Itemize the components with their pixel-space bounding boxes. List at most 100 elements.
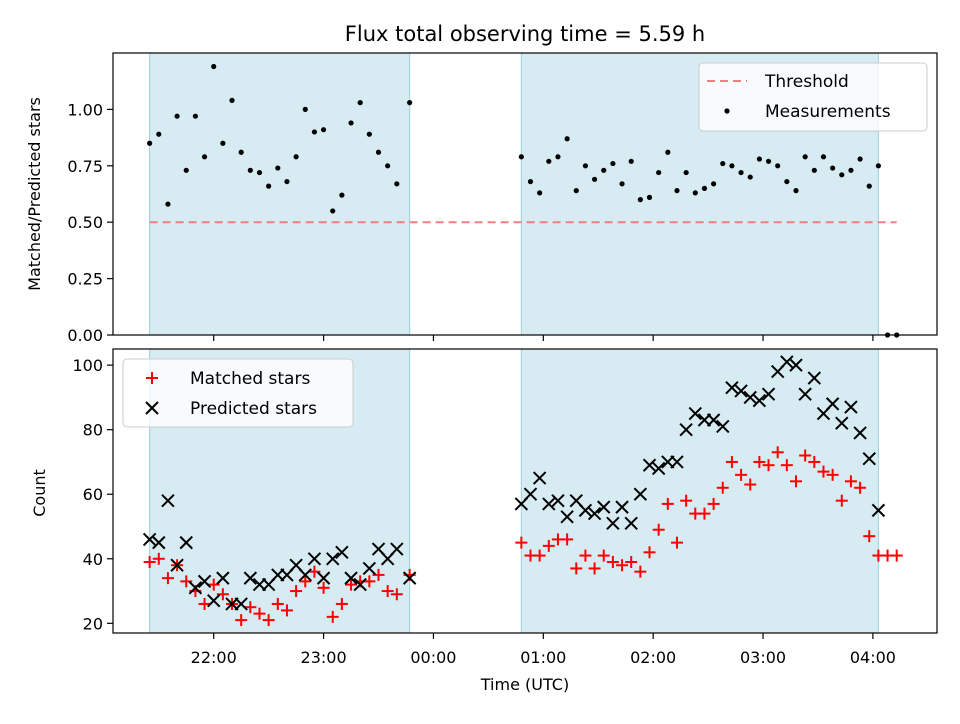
matched-star-point [625,556,638,568]
legend-matched-swatch [146,372,158,384]
x-tick-label: 00:00 [410,648,456,667]
measurement-point [275,165,281,171]
top-legend-box [698,62,928,132]
matched-star-point [863,530,876,543]
predicted-star-point [642,458,657,472]
predicted-star-point [551,493,565,508]
matched-star-point [533,549,546,562]
predicted-star-point [578,503,593,518]
matched-star-point [570,562,583,575]
y-tick-label: 60 [83,485,103,504]
predicted-star-point [216,571,230,585]
bottom-panel-frame [112,348,938,634]
predicted-star-point [207,594,221,608]
measurement-point [848,167,854,173]
matched-star-point [652,523,665,536]
y-tick-label: 0.25 [67,270,103,289]
matched-star-point [835,494,848,507]
matched-star-point [152,552,165,565]
predicted-star-point [844,400,858,414]
chart-title: Flux total observing time = 5.59 h [345,22,705,46]
measurement-point [793,188,799,194]
measurement-point [573,188,579,194]
measurement-point [375,149,382,155]
predicted-star-point [335,545,349,560]
measurement-point [385,163,391,169]
matched-star-point [579,549,592,562]
matched-star-point [606,556,619,568]
predicted-star-point [344,571,358,585]
y-tick-label: 0.00 [67,326,103,345]
top-panel: 0.00 0.25 0.50 0.75 1.00 Matched/Predicted s… [25,52,938,345]
measurement-point [302,106,308,112]
matched-star-point [854,481,867,494]
measurement-point [784,178,790,185]
matched-star-point [561,533,574,546]
measurement-point [811,167,817,173]
measurement-point [646,194,653,200]
measurement-point [156,131,162,137]
measurement-point [692,190,698,196]
measurement-point [211,63,217,70]
measurement-point [830,165,836,171]
matched-star-point [326,610,339,623]
predicted-star-point [587,506,602,521]
measurement-point [537,190,543,196]
measurement-point [201,154,208,160]
measurement-point [656,169,662,176]
predicted-star-point [688,406,703,421]
predicted-star-point [761,387,776,401]
predicted-star-point [862,452,876,466]
x-tick-label: 23:00 [301,648,347,667]
measurement-point [330,208,336,214]
y-tick-label: 0.75 [67,157,103,176]
matched-star-point [335,597,348,610]
measurement-point [220,140,226,146]
measurement-point [756,156,762,162]
predicted-star-point [142,532,157,547]
measurement-point [610,160,616,167]
measurement-point [527,178,534,185]
predicted-star-point [807,371,822,385]
measurement-point [357,100,363,106]
measurement-point [546,158,552,164]
measurement-point [875,163,882,169]
predicted-star-point [362,561,377,576]
y-tick-label: 1.00 [67,100,103,119]
matched-star-point [616,559,629,572]
measurement-point [738,169,744,176]
y-tick-label: 80 [83,421,103,440]
predicted-star-point [542,497,556,511]
matched-star-point [890,549,903,562]
measurement-point [247,167,253,173]
measurement-point [802,154,808,160]
measurement-point [720,160,726,167]
predicted-star-point [835,416,849,430]
matched-star-point [588,562,601,575]
matched-star-point [390,588,403,601]
predicted-star-point [725,381,739,395]
y-tick-label: 100 [72,356,103,375]
predicted-star-point [197,574,212,589]
predicted-star-point [326,552,340,566]
measurement-point [591,176,598,182]
predicted-star-point [523,487,538,501]
predicted-star-point [615,500,629,514]
matched-star-point [262,614,275,627]
measurement-point [284,178,290,185]
matched-star-point [661,497,674,510]
predicted-star-point [532,471,547,485]
matched-star-point [161,572,174,585]
matched-star-point [290,585,303,598]
y-tick-label: 20 [83,614,103,633]
predicted-star-point [298,568,312,582]
predicted-star-point [789,358,803,372]
matched-star-point [271,597,284,610]
matched-star-point [317,581,330,594]
measurement-point [747,174,753,180]
matched-star-point [790,475,803,488]
matched-star-point [780,459,793,472]
matched-star-point [643,546,656,559]
measurement-point [582,163,589,169]
matched-star-point [515,536,528,549]
